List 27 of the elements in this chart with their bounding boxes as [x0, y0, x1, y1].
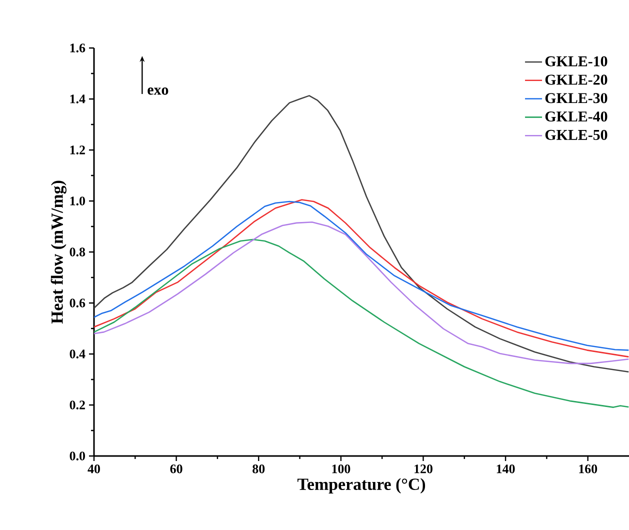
legend-label: GKLE-30: [545, 93, 608, 104]
legend-label: GKLE-10: [545, 56, 608, 66]
legend-label: GKLE-20: [545, 74, 608, 85]
line-series: [94, 222, 629, 364]
y-tick-label: 0.6: [70, 298, 86, 308]
legend-label: GKLE-40: [545, 111, 608, 122]
y-axis-title: Heat flow (mW/mg): [50, 180, 66, 324]
y-tick-label: 1.2: [70, 146, 85, 154]
y-tick-label: 0.2: [70, 400, 85, 410]
x-tick-label: 120: [414, 464, 432, 474]
x-tick-label: 100: [332, 464, 350, 474]
legend-label: GKLE-50: [545, 130, 608, 140]
x-tick-label: 60: [170, 464, 182, 474]
annotation: exo: [148, 88, 168, 95]
x-tick-label: 160: [579, 464, 598, 474]
y-tick-label: 0.4: [70, 350, 86, 358]
y-tick-label: 1.0: [70, 196, 86, 206]
x-tick-label: 80: [252, 464, 265, 474]
x-tick-label: 40: [88, 464, 100, 474]
y-tick-label: 0.8: [70, 248, 86, 256]
y-tick-label: 1.4: [70, 94, 86, 104]
line-series: [94, 95, 629, 372]
x-tick-label: 140: [496, 464, 515, 474]
y-tick-label: 1.6: [70, 44, 86, 52]
y-tick-label: 0.0: [70, 452, 86, 460]
line-series: [94, 238, 629, 408]
x-axis-title: Temperature (°C): [297, 478, 426, 494]
